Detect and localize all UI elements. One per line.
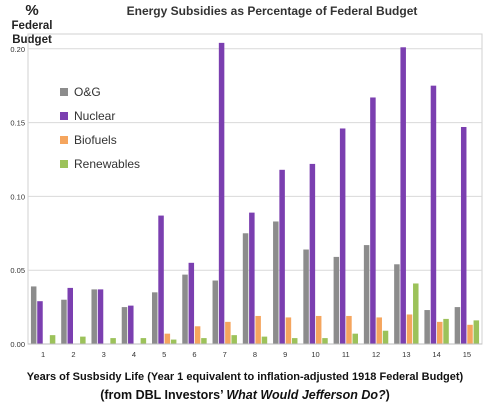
bar-renewables	[231, 335, 237, 344]
bar-renewables	[382, 330, 389, 344]
y-tick-label: 0.10	[10, 192, 25, 201]
bar-o-g	[121, 307, 128, 344]
bar-nuclear	[460, 127, 467, 344]
bar-biofuels	[346, 315, 352, 344]
bar-o-g	[394, 264, 400, 344]
bar-o-g	[152, 292, 158, 344]
y-tick-label: 0.05	[10, 266, 25, 275]
bar-biofuels	[315, 315, 322, 344]
source-caption: (from DBL Investors’ What Would Jefferso…	[0, 388, 490, 402]
x-tick-label: 5	[162, 350, 166, 359]
bar-o-g	[333, 256, 340, 344]
bar-o-g	[363, 245, 370, 344]
source-prefix: (from DBL Investors’	[100, 388, 227, 402]
bar-nuclear	[67, 287, 73, 344]
bar-nuclear	[279, 169, 285, 344]
bar-biofuels	[406, 314, 413, 344]
bar-biofuels	[285, 317, 292, 344]
y-axis-label-line2: Budget	[12, 34, 52, 46]
legend-swatch	[60, 136, 68, 144]
bar-biofuels	[376, 317, 382, 344]
bar-nuclear	[309, 163, 316, 344]
source-title: What Would Jefferson Do?	[226, 388, 386, 402]
bar-biofuels	[194, 326, 201, 344]
x-tick-label: 1	[41, 350, 45, 359]
bar-nuclear	[339, 128, 346, 344]
bar-renewables	[170, 339, 177, 344]
legend-label: Nuclear	[74, 109, 115, 123]
bar-o-g	[91, 289, 97, 344]
y-axis-label-symbol: %	[25, 2, 39, 19]
y-tick-label: 0.20	[10, 45, 25, 54]
bar-o-g	[303, 249, 309, 344]
x-tick-label: 6	[192, 350, 196, 359]
bar-nuclear	[430, 85, 437, 345]
bar-renewables	[140, 338, 147, 344]
bar-nuclear	[158, 215, 164, 344]
bar-renewables	[261, 336, 268, 344]
legend-label: Biofuels	[74, 133, 117, 147]
legend-swatch	[60, 112, 68, 120]
bar-nuclear	[37, 301, 43, 344]
bar-o-g	[242, 233, 249, 344]
bar-renewables	[80, 336, 86, 344]
bar-renewables	[201, 338, 207, 344]
bar-renewables	[443, 318, 449, 344]
x-tick-label: 8	[253, 350, 257, 359]
bar-nuclear	[249, 212, 255, 344]
bar-o-g	[273, 221, 279, 344]
x-tick-label: 11	[342, 350, 350, 359]
x-tick-label: 7	[223, 350, 227, 359]
legend-label: O&G	[74, 85, 101, 99]
y-tick-label: 0.15	[10, 119, 25, 128]
bar-nuclear	[97, 289, 104, 344]
bar-nuclear	[188, 262, 195, 344]
chart-title: Energy Subsidies as Percentage of Federa…	[126, 4, 418, 18]
bar-renewables	[291, 338, 298, 344]
bar-o-g	[212, 280, 219, 344]
bar-nuclear	[400, 47, 406, 345]
bar-o-g	[30, 286, 37, 344]
bar-biofuels	[467, 324, 473, 344]
bar-biofuels	[437, 321, 443, 344]
bar-o-g	[61, 299, 67, 344]
bar-renewables	[413, 283, 419, 344]
bar-biofuels	[164, 333, 171, 344]
x-tick-label: 4	[132, 350, 136, 359]
x-tick-label: 15	[463, 350, 471, 359]
x-tick-label: 13	[402, 350, 410, 359]
x-tick-label: 3	[102, 350, 106, 359]
bar-o-g	[454, 307, 461, 344]
legend-swatch	[60, 88, 68, 96]
source-suffix: )	[385, 388, 390, 402]
bar-nuclear	[218, 42, 225, 344]
bar-o-g	[182, 274, 188, 344]
bar-biofuels	[255, 315, 261, 344]
bar-renewables	[322, 338, 328, 344]
x-tick-label: 2	[71, 350, 75, 359]
bar-biofuels	[225, 321, 231, 344]
y-tick-label: 0.00	[10, 340, 25, 349]
x-tick-label: 14	[432, 350, 440, 359]
bar-nuclear	[370, 97, 376, 344]
bar-renewables	[49, 335, 56, 344]
legend-swatch	[60, 160, 68, 168]
y-axis-label-line1: Federal	[11, 20, 53, 32]
x-tick-label: 10	[311, 350, 319, 359]
bar-nuclear	[128, 305, 134, 344]
legend-label: Renewables	[74, 157, 140, 171]
x-tick-label: 9	[283, 350, 287, 359]
bar-renewables	[473, 320, 480, 344]
bar-renewables	[110, 338, 116, 344]
y-axis-label: % Federal Budget	[6, 2, 58, 47]
bar-o-g	[424, 310, 430, 344]
x-tick-label: 12	[372, 350, 380, 359]
x-axis-label: Years of Susbsidy Life (Year 1 equivalen…	[26, 371, 464, 383]
bar-renewables	[352, 333, 358, 344]
